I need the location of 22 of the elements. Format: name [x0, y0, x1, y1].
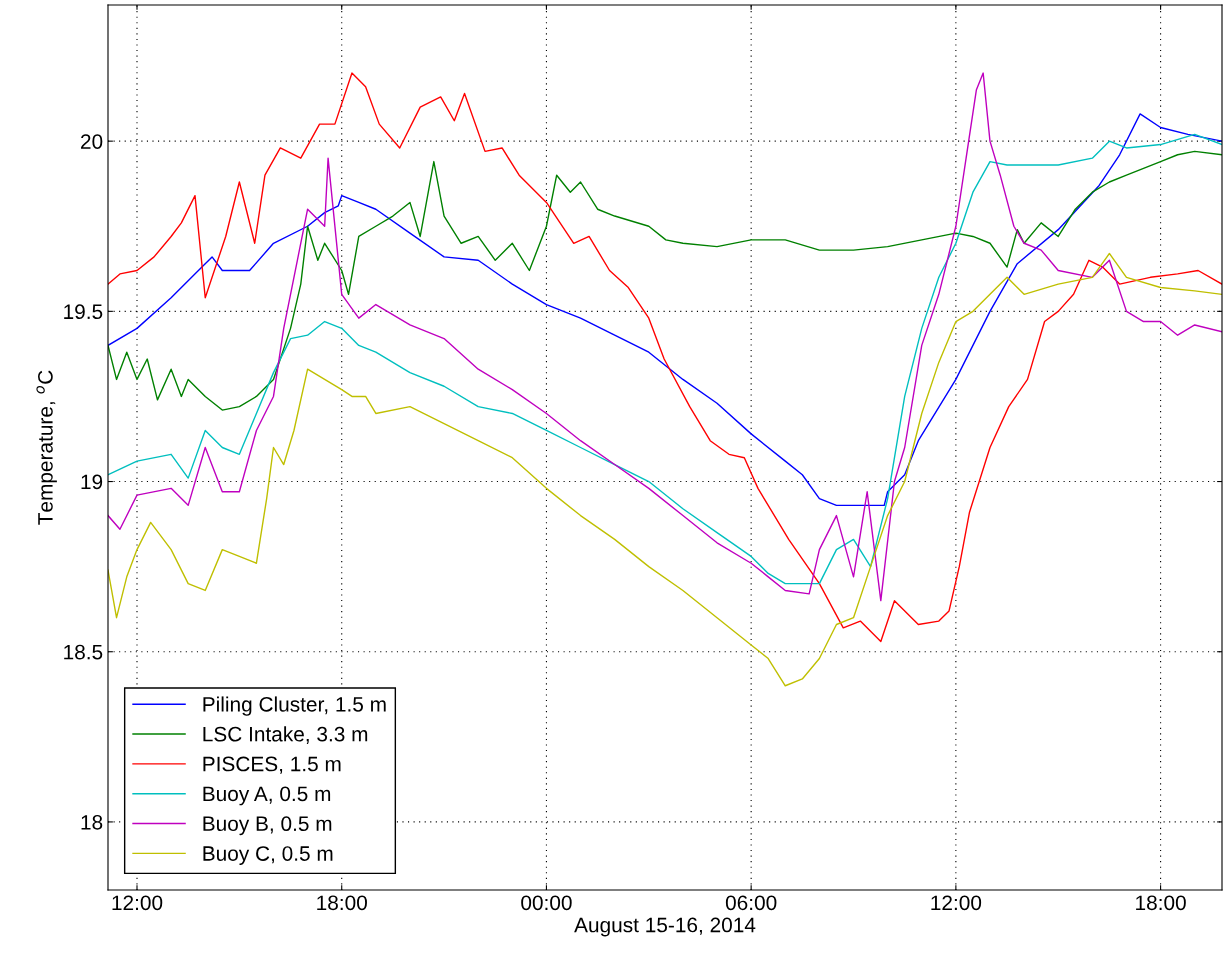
x-tick-label: 12:00 — [931, 895, 982, 911]
legend-label: Buoy C, 0.5 m — [203, 846, 333, 865]
y-tick-label: 18 — [81, 814, 103, 830]
y-tick-label: 19 — [81, 474, 103, 490]
line-series — [108, 150, 1222, 411]
x-axis-title: August 15-16, 2014 — [574, 917, 756, 937]
line-series — [108, 113, 1222, 507]
x-tick-label: 00:00 — [521, 895, 572, 911]
y-tick-label: 18.5 — [64, 644, 103, 660]
x-tick-label: 12:00 — [112, 895, 163, 911]
legend-label: Buoy B, 0.5 m — [203, 816, 332, 836]
legend-label: PISCES, 1.5 m — [203, 756, 341, 774]
y-tick-label: 20 — [81, 134, 103, 149]
x-tick-label: 06:00 — [725, 895, 777, 911]
x-tick-label: 18:00 — [1136, 895, 1186, 911]
legend-label: Piling Cluster, 1.5 m — [203, 696, 386, 716]
line-series — [108, 252, 1222, 687]
x-tick-label: 18:00 — [317, 895, 367, 911]
legend-label: LSC Intake, 3.3 m — [203, 726, 368, 744]
y-tick-label: 19.5 — [64, 304, 103, 320]
y-axis-title: Temperature, $^{o}$C — [36, 370, 57, 525]
legend-label: Buoy A, 0.5 m — [203, 786, 331, 806]
